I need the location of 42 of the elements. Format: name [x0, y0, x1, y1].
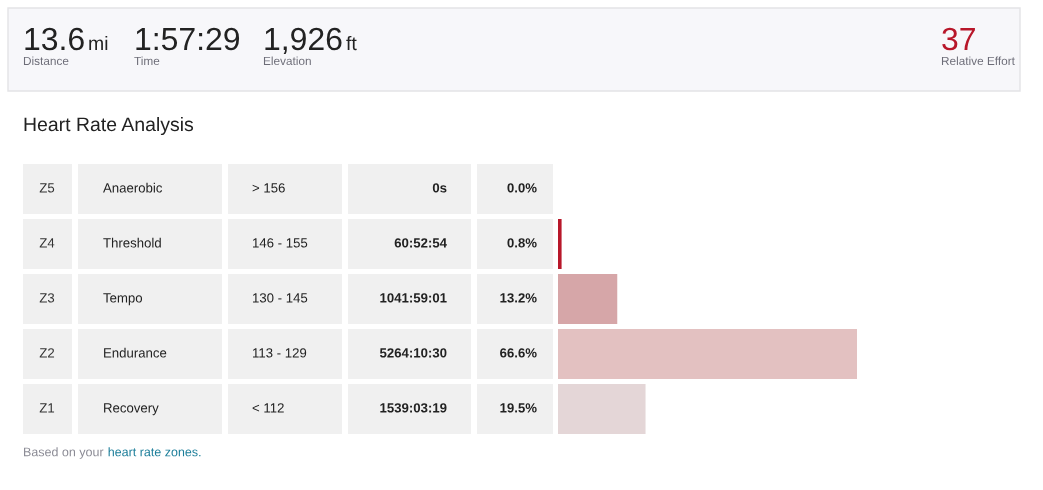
- y-tick-label: Z2: [39, 348, 55, 358]
- text: < 112: [252, 403, 284, 413]
- text: 5264:10:30: [379, 348, 447, 358]
- bar: [558, 219, 562, 269]
- text: heart rate zones.: [108, 447, 201, 457]
- y-tick-label: Z3: [39, 293, 55, 303]
- text: Tempo: [103, 293, 143, 306]
- text: 60:52:54: [394, 238, 447, 248]
- data-label: 13.2%: [500, 293, 537, 303]
- text: Relative Effort: [941, 56, 1015, 66]
- bar: [558, 384, 646, 434]
- text: 13.6: [25, 27, 84, 51]
- text: Endurance: [104, 347, 167, 358]
- text: Elevation: [263, 56, 311, 66]
- y-tick-label: Z5: [39, 183, 55, 193]
- text: Distance: [23, 56, 69, 66]
- text: 130 - 145: [253, 293, 308, 303]
- text: Time: [134, 56, 160, 66]
- text: > 156: [252, 183, 285, 193]
- data-label: 0.8%: [507, 238, 537, 248]
- data-label: 0.0%: [507, 183, 537, 193]
- y-tick-label: Z4: [39, 238, 55, 248]
- text: 1041:59:01: [380, 293, 447, 303]
- text: 1539:03:19: [380, 403, 447, 413]
- text: 37: [942, 27, 975, 51]
- data-label: 66.6%: [500, 348, 537, 358]
- text: mi: [89, 35, 108, 50]
- text: Heart Rate Analysis: [24, 116, 194, 136]
- y-tick-label: Z1: [39, 403, 55, 413]
- text: 113 - 129: [253, 348, 307, 358]
- text: Anaerobic: [103, 182, 163, 193]
- data-label: 19.5%: [500, 403, 537, 413]
- bar: [558, 274, 618, 324]
- text: ft: [346, 35, 357, 51]
- bar: [558, 329, 857, 379]
- text: Recovery: [104, 403, 159, 416]
- text: Threshold: [103, 237, 161, 248]
- text: 0s: [432, 183, 447, 193]
- text: 1:57:29: [136, 27, 240, 51]
- text: Based on your: [24, 447, 104, 459]
- text: 1,926: [265, 27, 342, 55]
- text: 146 - 155: [253, 238, 308, 248]
